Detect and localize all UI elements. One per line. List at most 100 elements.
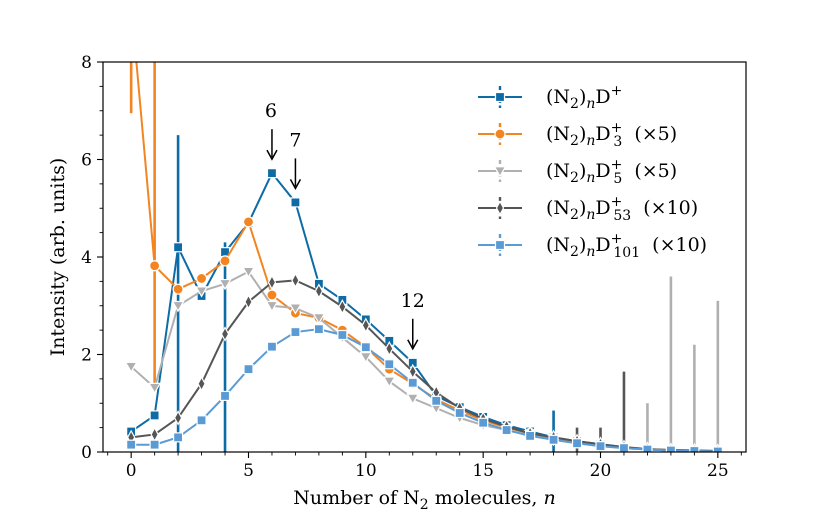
- data-point: [360, 342, 371, 353]
- annotation-12: 12: [401, 290, 425, 351]
- x-axis-title: Number of N2 molecules, n: [293, 487, 556, 513]
- annotation-arrow-head: [407, 339, 419, 351]
- y-tick-label: 8: [81, 53, 92, 73]
- legend-label: (N2)nD+: [546, 83, 622, 112]
- legend-marker: [494, 239, 506, 251]
- data-point: [195, 272, 208, 285]
- legend-marker: [495, 200, 505, 216]
- data-point: [382, 376, 396, 388]
- data-point: [266, 289, 278, 301]
- data-point: [195, 286, 209, 298]
- annotation-label: 12: [401, 290, 425, 312]
- data-point: [126, 439, 137, 450]
- data-point: [478, 417, 489, 428]
- x-tick-label: 5: [243, 461, 254, 481]
- data-point: [642, 444, 653, 452]
- x-tick-label: 15: [472, 461, 494, 481]
- data-point: [337, 329, 348, 341]
- data-point: [266, 168, 278, 179]
- y-axis-title: Intensity (arb. units): [47, 158, 69, 357]
- annotations: 67 12: [265, 100, 425, 351]
- data-point: [689, 445, 700, 452]
- y-tick-label: 0: [81, 443, 92, 463]
- annotation-arrow-head: [289, 179, 302, 190]
- data-point: [266, 341, 278, 352]
- legend-label: (N2)nD+ 5 (×5): [546, 157, 677, 187]
- data-point: [242, 216, 255, 228]
- data-point: [241, 266, 256, 279]
- data-point: [220, 326, 230, 342]
- legend-entry-1: (N2)nD+ 3 (×5): [478, 120, 677, 150]
- series-line: [135, 62, 718, 452]
- data-point: [665, 445, 677, 452]
- data-point: [197, 375, 206, 392]
- data-point: [431, 395, 442, 406]
- data-point: [291, 272, 300, 289]
- x-tick-label: 10: [355, 461, 377, 481]
- y-tick-label: 4: [81, 248, 92, 268]
- data-point: [149, 439, 160, 450]
- annotation-6: 6: [265, 100, 278, 161]
- legend-marker: [494, 91, 506, 103]
- legend: (N2)nD+ (N2)nD+ 3 (×5) (N2)nD+ 5 (×5) (N2)nD+…: [478, 83, 707, 261]
- annotation-label: 7: [289, 129, 301, 151]
- data-point: [288, 303, 302, 315]
- data-point: [548, 434, 559, 445]
- data-point: [172, 283, 184, 295]
- data-point: [571, 438, 583, 449]
- legend-entry-4: (N2)nD+ 101 (×10): [478, 231, 707, 261]
- data-point: [385, 340, 394, 357]
- data-point: [148, 382, 162, 395]
- data-point: [126, 0, 136, 9]
- data-point: [290, 326, 301, 338]
- plot-area: [124, 0, 725, 452]
- x-tick-label: 20: [590, 461, 612, 481]
- data-point: [171, 300, 185, 313]
- data-point: [406, 393, 420, 405]
- legend-label: (N2)nD+ 101 (×10): [546, 231, 707, 261]
- annotation-label: 6: [265, 100, 277, 122]
- annotation-arrow-head: [266, 149, 278, 161]
- data-point: [501, 424, 512, 436]
- data-point: [595, 441, 606, 452]
- data-point: [149, 260, 161, 272]
- legend-entry-3: (N2)nD+ 53 (×10): [478, 194, 698, 224]
- data-point: [265, 300, 279, 313]
- legend-entry-0: (N2)nD+: [478, 83, 622, 112]
- data-point: [172, 432, 184, 443]
- data-point: [219, 255, 231, 267]
- legend-label: (N2)nD+ 53 (×10): [546, 194, 698, 224]
- data-point: [243, 364, 254, 375]
- data-point: [314, 283, 324, 299]
- data-point: [338, 298, 347, 315]
- x-tick-label: 25: [707, 461, 729, 481]
- series-1: [126, 0, 724, 452]
- annotation-7: 7: [289, 129, 302, 190]
- data-point: [618, 443, 630, 452]
- data-point: [196, 415, 207, 426]
- legend-entry-2: (N2)nD+ 5 (×5): [478, 157, 677, 187]
- legend-label: (N2)nD+ 3 (×5): [546, 120, 677, 150]
- data-point: [407, 377, 418, 388]
- plot-clipped: [124, 0, 725, 452]
- y-tick-label: 6: [81, 151, 92, 171]
- data-point: [149, 410, 160, 421]
- data-point: [525, 430, 536, 442]
- data-point: [454, 407, 465, 419]
- data-point: [150, 426, 159, 443]
- data-point: [384, 359, 395, 370]
- legend-marker: [493, 166, 507, 178]
- data-point: [361, 317, 371, 334]
- data-point: [218, 278, 232, 291]
- axes: 0 5 10 15 20 25 0 2 4 6 8 Number of N2 molecules, n…: [47, 53, 747, 513]
- data-point: [290, 197, 301, 208]
- data-point: [172, 242, 184, 253]
- data-point: [313, 324, 324, 335]
- data-point: [244, 294, 253, 310]
- y-tick-label: 2: [81, 346, 92, 366]
- data-point: [312, 313, 326, 325]
- plot-frame: [102, 61, 747, 453]
- data-point: [124, 361, 138, 374]
- data-point: [267, 274, 277, 291]
